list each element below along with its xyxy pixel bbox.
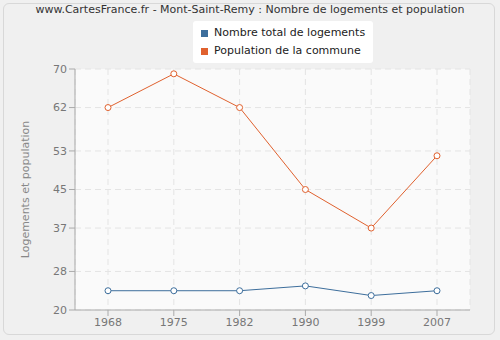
svg-text:Logements et population: Logements et population [19,121,32,259]
html-text:Population de la commune: Population de la commune [214,44,361,57]
svg-text:1999: 1999 [357,316,385,329]
svg-text:53: 53 [53,145,67,158]
svg-text:20: 20 [53,304,67,317]
svg-text:1975: 1975 [160,316,188,329]
svg-text:45: 45 [53,183,67,196]
svg-text:1982: 1982 [226,316,254,329]
html-text:www.CartesFrance.fr - Mont-Sai: www.CartesFrance.fr - Mont-Saint-Remy : … [35,3,465,16]
svg-text:1990: 1990 [291,316,319,329]
svg-text:70: 70 [53,63,67,76]
svg-text:62: 62 [53,101,67,114]
svg-text:28: 28 [53,265,67,278]
svg-text:1968: 1968 [94,316,122,329]
svg-text:2007: 2007 [423,316,451,329]
svg-text:37: 37 [53,222,67,235]
html-text:Nombre total de logements: Nombre total de logements [214,26,366,39]
